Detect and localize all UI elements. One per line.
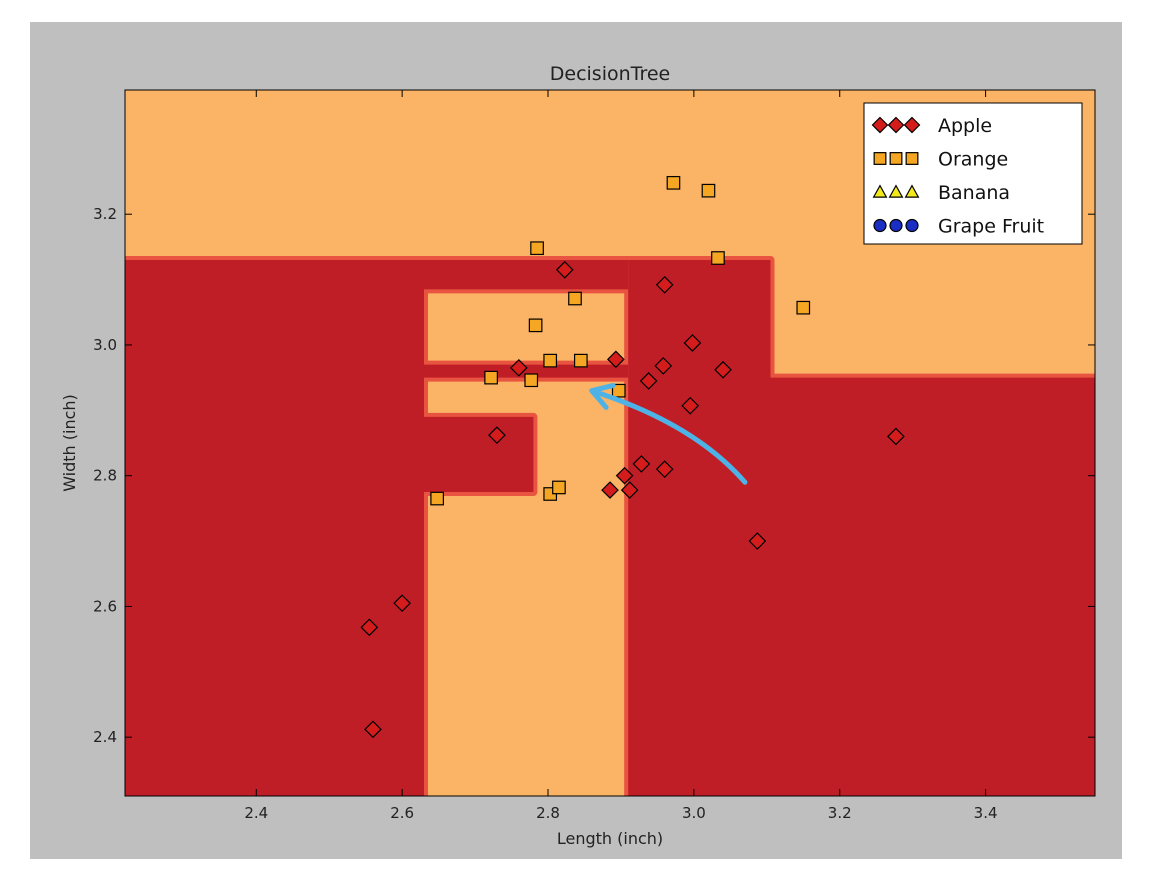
legend-grape-fruit-marker-1 — [889, 218, 903, 233]
apple-point-16 — [601, 481, 619, 499]
orange-point-3 — [711, 251, 725, 265]
legend-banana-marker-1 — [888, 184, 904, 198]
legend-label-apple: Apple — [938, 115, 992, 137]
plot-frame — [124, 89, 1096, 797]
y-tick-label: 2.6 — [93, 597, 117, 615]
y-tick-label: 2.8 — [93, 467, 117, 485]
orange-point-12 — [430, 491, 444, 506]
arrow-head — [589, 382, 616, 410]
y-axis-label: Width (inch) — [60, 394, 79, 492]
legend-orange-marker-2 — [905, 152, 919, 165]
y-tick-label: 2.4 — [93, 728, 117, 746]
region-fill-apple — [424, 260, 629, 290]
x-tick-label: 2.4 — [244, 804, 268, 822]
legend-orange-marker-0 — [873, 152, 887, 165]
orange-point-5 — [528, 318, 543, 333]
apple-point-11 — [714, 360, 732, 379]
region-fill-apple — [125, 260, 424, 796]
apple-point-9 — [654, 357, 673, 375]
legend-grape-fruit-marker-2 — [905, 218, 919, 233]
apple-point-0 — [360, 618, 379, 637]
arrow-shaft — [589, 388, 748, 485]
orange-point-4 — [568, 291, 582, 306]
orange-point-0 — [666, 175, 681, 190]
apple-point-6 — [606, 350, 625, 369]
annotation-arrow — [589, 382, 748, 485]
apple-point-10 — [639, 372, 658, 390]
apple-point-18 — [748, 532, 767, 550]
legend-apple-marker-2 — [903, 116, 921, 134]
x-axis: 2.4 2.6 2.8 3.0 3.2 3.4 — [244, 90, 998, 822]
legend-apple-marker-0 — [871, 116, 889, 134]
apple-point-17 — [620, 481, 639, 499]
orange-point-7 — [573, 353, 588, 368]
legend-banana-marker-2 — [904, 184, 920, 198]
orange-point-11 — [796, 300, 811, 315]
apple-point-1 — [393, 594, 411, 613]
orange-point-14 — [552, 480, 566, 495]
apple-point-8 — [683, 334, 702, 352]
orange-point-10 — [611, 383, 626, 398]
x-tick-label: 2.8 — [536, 804, 560, 822]
orange-point-6 — [543, 353, 558, 368]
x-axis-label: Length (inch) — [557, 829, 663, 848]
apple-point-5 — [555, 260, 574, 279]
legend: Apple Orange Banana Grape Fruit — [863, 102, 1083, 245]
x-tick-label: 3.2 — [828, 804, 852, 822]
apple-point-14 — [632, 455, 651, 473]
legend-label-banana: Banana — [938, 182, 1010, 204]
legend-grape-fruit-marker-0 — [873, 218, 887, 233]
apple-point-4 — [509, 358, 528, 377]
apple-point-15 — [655, 460, 674, 478]
y-tick-label: 3.2 — [93, 205, 117, 223]
x-tick-label: 3.4 — [974, 804, 998, 822]
region-fill-apple — [424, 364, 629, 378]
y-axis: 2.4 2.6 2.8 3.0 3.2 — [93, 205, 1095, 746]
legend-apple-marker-1 — [887, 116, 905, 134]
apple-point-3 — [488, 426, 506, 445]
region-fill-apple — [628, 260, 1095, 796]
apple-point-19 — [887, 427, 905, 446]
orange-point-9 — [524, 373, 539, 388]
apple-point-2 — [364, 720, 382, 739]
y-tick-label: 3.0 — [93, 336, 117, 354]
legend-orange-marker-1 — [889, 152, 903, 165]
apple-point-13 — [615, 466, 634, 485]
x-tick-label: 3.0 — [682, 804, 706, 822]
legend-label-orange: Orange — [938, 149, 1008, 171]
data-points — [360, 175, 905, 739]
orange-point-1 — [701, 183, 716, 198]
region-fill-apple — [424, 416, 534, 492]
orange-point-2 — [530, 241, 544, 256]
orange-point-8 — [484, 370, 498, 385]
legend-label-grape-fruit: Grape Fruit — [938, 216, 1044, 238]
apple-point-12 — [681, 396, 700, 415]
decision-regions — [125, 256, 1095, 796]
apple-point-7 — [655, 275, 674, 294]
x-tick-label: 2.6 — [390, 804, 414, 822]
legend-banana-marker-0 — [872, 184, 888, 198]
chart-title: DecisionTree — [550, 63, 670, 85]
